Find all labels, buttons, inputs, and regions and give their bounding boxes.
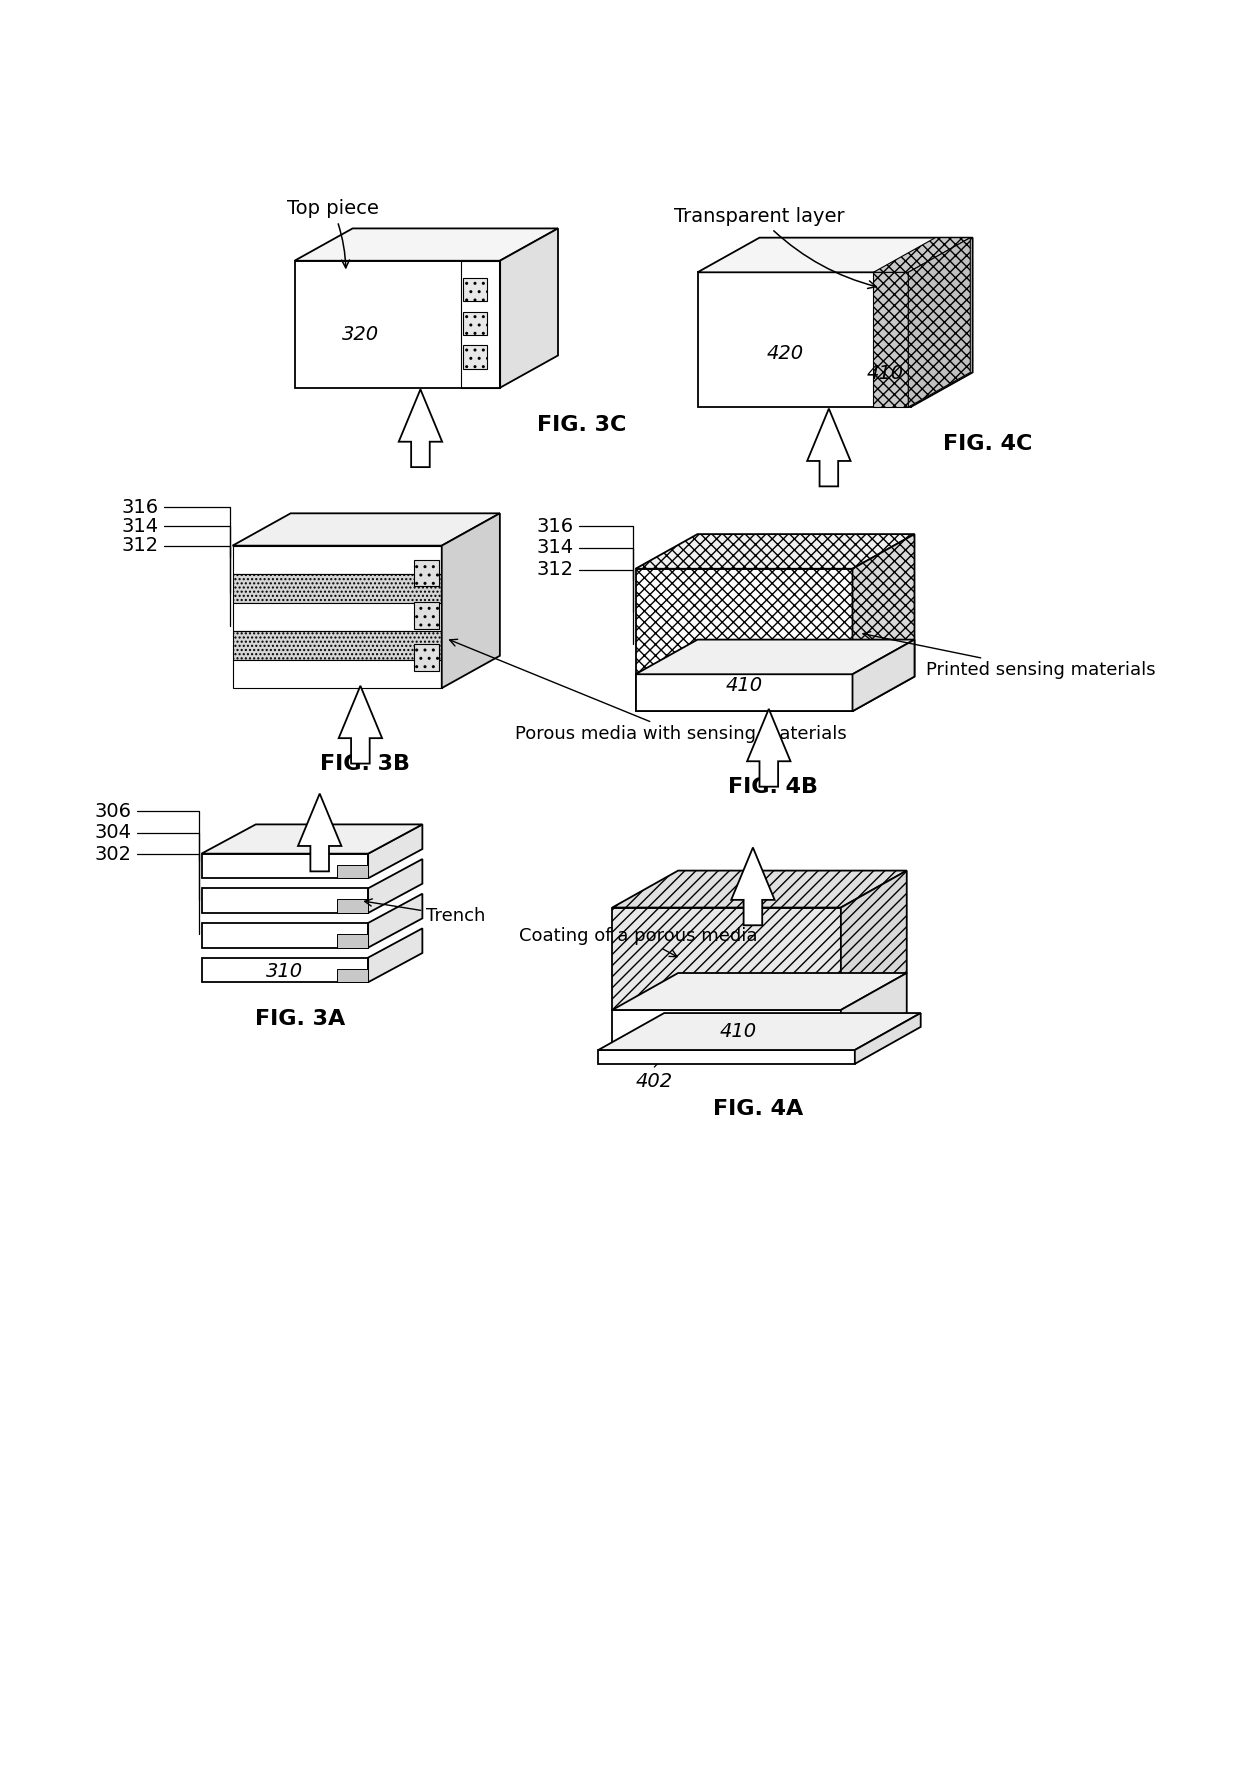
Polygon shape <box>854 1014 920 1064</box>
Polygon shape <box>598 1014 920 1050</box>
Polygon shape <box>298 794 341 871</box>
Text: 320: 320 <box>342 325 378 343</box>
Text: 314: 314 <box>537 538 634 611</box>
Text: FIG. 3A: FIG. 3A <box>255 1008 346 1030</box>
Text: Coating of a porous media: Coating of a porous media <box>520 926 758 957</box>
Polygon shape <box>463 311 487 334</box>
Polygon shape <box>853 640 915 712</box>
Polygon shape <box>441 513 500 688</box>
Polygon shape <box>337 969 368 982</box>
Polygon shape <box>339 687 382 763</box>
Text: Porous media with sensing materials: Porous media with sensing materials <box>450 640 847 744</box>
Polygon shape <box>233 513 500 545</box>
Polygon shape <box>635 674 853 712</box>
Text: 310: 310 <box>267 962 304 980</box>
Polygon shape <box>337 865 368 878</box>
Text: 410: 410 <box>719 1023 756 1041</box>
Polygon shape <box>463 345 487 368</box>
Polygon shape <box>337 899 368 914</box>
Polygon shape <box>697 272 910 408</box>
Text: Top piece: Top piece <box>286 200 378 268</box>
Text: FIG. 4B: FIG. 4B <box>728 776 818 797</box>
Text: 306: 306 <box>94 801 200 862</box>
Polygon shape <box>500 229 558 388</box>
Polygon shape <box>368 824 423 878</box>
Polygon shape <box>613 871 906 908</box>
Polygon shape <box>635 640 915 674</box>
Text: FIG. 3C: FIG. 3C <box>537 415 626 434</box>
Polygon shape <box>233 631 441 660</box>
Text: Trench: Trench <box>365 899 486 924</box>
Text: 316: 316 <box>537 517 634 581</box>
Polygon shape <box>201 853 368 878</box>
Polygon shape <box>201 923 368 948</box>
Text: FIG. 4C: FIG. 4C <box>944 434 1033 454</box>
Polygon shape <box>233 545 441 574</box>
Polygon shape <box>295 261 500 388</box>
Polygon shape <box>873 238 971 272</box>
Polygon shape <box>414 644 439 670</box>
Polygon shape <box>853 535 915 712</box>
Polygon shape <box>746 708 791 787</box>
Polygon shape <box>399 390 443 467</box>
Text: 402: 402 <box>635 1071 672 1091</box>
Polygon shape <box>368 928 423 982</box>
Polygon shape <box>697 238 972 272</box>
Polygon shape <box>908 238 971 408</box>
Polygon shape <box>598 1050 854 1064</box>
Text: FIG. 4A: FIG. 4A <box>713 1098 802 1119</box>
Polygon shape <box>635 569 853 712</box>
Polygon shape <box>368 894 423 948</box>
Polygon shape <box>368 858 423 914</box>
Polygon shape <box>337 933 368 948</box>
Text: 410: 410 <box>725 676 763 696</box>
Polygon shape <box>613 1010 841 1050</box>
Polygon shape <box>201 958 368 982</box>
Text: 304: 304 <box>94 822 200 899</box>
Polygon shape <box>841 973 906 1050</box>
Polygon shape <box>841 871 906 1010</box>
Polygon shape <box>295 229 558 261</box>
Text: FIG. 3B: FIG. 3B <box>320 753 410 774</box>
Text: Transparent layer: Transparent layer <box>675 207 875 288</box>
Polygon shape <box>233 574 441 603</box>
Polygon shape <box>613 973 906 1010</box>
Polygon shape <box>463 277 487 300</box>
Text: 314: 314 <box>122 517 231 594</box>
Polygon shape <box>414 603 439 629</box>
Polygon shape <box>910 238 972 408</box>
Text: Printed sensing materials: Printed sensing materials <box>863 631 1156 679</box>
Text: 312: 312 <box>537 560 634 644</box>
Polygon shape <box>873 272 908 408</box>
Text: 316: 316 <box>122 497 231 558</box>
Polygon shape <box>613 908 841 1010</box>
Text: 302: 302 <box>94 846 200 935</box>
Polygon shape <box>201 824 423 853</box>
Polygon shape <box>414 560 439 586</box>
Text: 410: 410 <box>867 365 904 383</box>
Polygon shape <box>732 848 775 924</box>
Text: 420: 420 <box>766 343 804 363</box>
Polygon shape <box>233 660 441 688</box>
Polygon shape <box>201 889 368 914</box>
Text: 312: 312 <box>122 536 231 626</box>
Polygon shape <box>807 409 851 486</box>
Polygon shape <box>635 535 915 569</box>
Polygon shape <box>233 603 441 631</box>
